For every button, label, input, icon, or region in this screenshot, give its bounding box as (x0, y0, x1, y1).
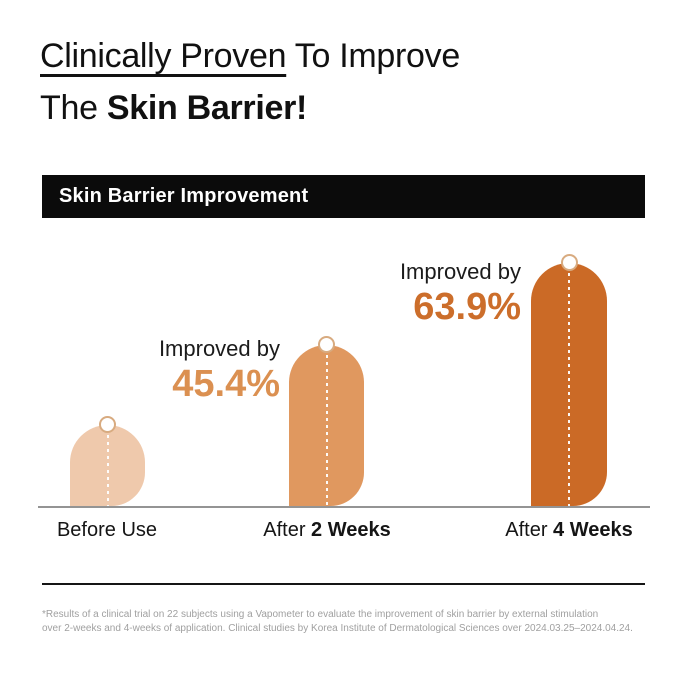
bar-after-4-weeks (531, 254, 607, 506)
bar-top-marker (560, 254, 578, 271)
bar-after-2-weeks (289, 336, 364, 506)
x-label-after-4-weeks: After 4 Weeks (469, 519, 669, 542)
title-line-1: Clinically Proven To Improve (40, 30, 460, 82)
x-axis-line (38, 506, 650, 508)
x-label-bold: 2 Weeks (311, 519, 391, 541)
x-label-text: After (263, 519, 312, 541)
bar-top-marker (99, 416, 116, 433)
annotation-text: Improved by (158, 336, 280, 361)
title-line-2: The Skin Barrier! (40, 82, 460, 134)
x-label-bold: 4 Weeks (553, 519, 633, 541)
page-title: Clinically Proven To Improve The Skin Ba… (40, 30, 460, 134)
bar-center-dashline (325, 355, 328, 506)
x-label-after-2-weeks: After 2 Weeks (227, 519, 427, 542)
footnote: *Results of a clinical trial on 22 subje… (42, 608, 642, 636)
x-label-before-use: Before Use (7, 519, 207, 542)
annotation-percentage: 63.9% (413, 286, 521, 328)
title-line2-bold: Skin Barrier! (106, 89, 308, 127)
annotation-text: Improved by (399, 259, 521, 284)
bar-center-dashline (106, 435, 109, 506)
section-banner: Skin Barrier Improvement (42, 175, 645, 218)
x-label-text: Before Use (56, 519, 158, 541)
annotation-after-2-weeks: Improved by 45.4% (159, 336, 280, 404)
title-underlined-text: Clinically Proven (40, 37, 287, 75)
footnote-line-1: *Results of a clinical trial on 22 subje… (42, 609, 599, 620)
section-banner-label: Skin Barrier Improvement (59, 185, 309, 207)
footer-divider (42, 583, 645, 585)
title-line1-rest: To Improve (286, 37, 460, 75)
bar-before-use (70, 416, 145, 506)
annotation-after-4-weeks: Improved by 63.9% (400, 259, 521, 327)
footnote-line-2: over 2-weeks and 4-weeks of application.… (42, 623, 633, 634)
bar-top-marker (318, 336, 335, 353)
bar-center-dashline (568, 273, 570, 506)
annotation-percentage: 45.4% (172, 363, 280, 405)
title-line2-regular: The (40, 89, 107, 127)
x-label-text: After (505, 519, 554, 541)
